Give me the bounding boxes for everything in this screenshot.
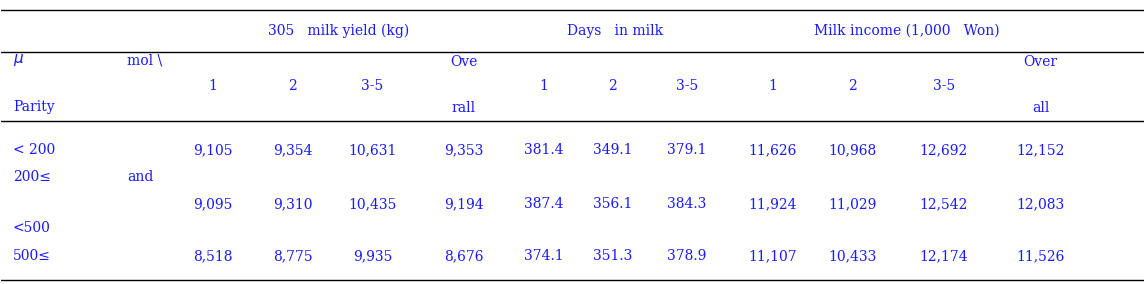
- Text: Milk income (1,000   Won): Milk income (1,000 Won): [814, 24, 1000, 38]
- Text: Ove: Ove: [450, 55, 477, 69]
- Text: rall: rall: [452, 101, 476, 115]
- Text: 10,433: 10,433: [828, 249, 877, 263]
- Text: 3-5: 3-5: [362, 80, 384, 93]
- Text: <500: <500: [13, 221, 50, 235]
- Text: 8,676: 8,676: [444, 249, 483, 263]
- Text: 500≤: 500≤: [13, 249, 50, 263]
- Text: Over: Over: [1024, 55, 1058, 69]
- Text: 1: 1: [768, 80, 776, 93]
- Text: < 200: < 200: [13, 143, 55, 157]
- Text: 1: 1: [208, 80, 218, 93]
- Text: 9,354: 9,354: [273, 143, 313, 157]
- Text: 11,526: 11,526: [1017, 249, 1065, 263]
- Text: 10,968: 10,968: [828, 143, 876, 157]
- Text: 11,029: 11,029: [828, 197, 877, 211]
- Text: 379.1: 379.1: [668, 143, 706, 157]
- Text: 374.1: 374.1: [524, 249, 563, 263]
- Text: and: and: [127, 170, 153, 184]
- Text: 8,518: 8,518: [194, 249, 232, 263]
- Text: 9,194: 9,194: [444, 197, 484, 211]
- Text: 2: 2: [608, 80, 617, 93]
- Text: 349.1: 349.1: [593, 143, 632, 157]
- Text: 387.4: 387.4: [524, 197, 563, 211]
- Text: 12,083: 12,083: [1017, 197, 1065, 211]
- Text: 9,095: 9,095: [194, 197, 232, 211]
- Text: 356.1: 356.1: [593, 197, 632, 211]
- Text: 11,107: 11,107: [748, 249, 797, 263]
- Text: 2: 2: [848, 80, 856, 93]
- Text: 12,542: 12,542: [919, 197, 968, 211]
- Text: 12,152: 12,152: [1017, 143, 1065, 157]
- Text: 384.3: 384.3: [668, 197, 706, 211]
- Text: Parity: Parity: [13, 100, 55, 114]
- Text: 351.3: 351.3: [593, 249, 632, 263]
- Text: 12,174: 12,174: [919, 249, 968, 263]
- Text: 9,310: 9,310: [273, 197, 313, 211]
- Text: 2: 2: [289, 80, 297, 93]
- Text: 9,105: 9,105: [194, 143, 232, 157]
- Text: mol \: mol \: [127, 53, 163, 67]
- Text: 1: 1: [539, 80, 548, 93]
- Text: 9,935: 9,935: [353, 249, 393, 263]
- Text: 200≤: 200≤: [13, 170, 50, 184]
- Text: $\mu$: $\mu$: [13, 53, 24, 68]
- Text: 10,435: 10,435: [348, 197, 397, 211]
- Text: 378.9: 378.9: [668, 249, 706, 263]
- Text: 3-5: 3-5: [676, 80, 697, 93]
- Text: 3-5: 3-5: [932, 80, 955, 93]
- Text: 9,353: 9,353: [444, 143, 483, 157]
- Text: 8,775: 8,775: [273, 249, 313, 263]
- Text: all: all: [1032, 101, 1050, 115]
- Text: 12,692: 12,692: [919, 143, 968, 157]
- Text: Days   in milk: Days in milk: [567, 24, 663, 38]
- Text: 381.4: 381.4: [524, 143, 563, 157]
- Text: 10,631: 10,631: [348, 143, 397, 157]
- Text: 305   milk yield (kg): 305 milk yield (kg): [268, 24, 409, 38]
- Text: 11,626: 11,626: [748, 143, 797, 157]
- Text: 11,924: 11,924: [748, 197, 797, 211]
